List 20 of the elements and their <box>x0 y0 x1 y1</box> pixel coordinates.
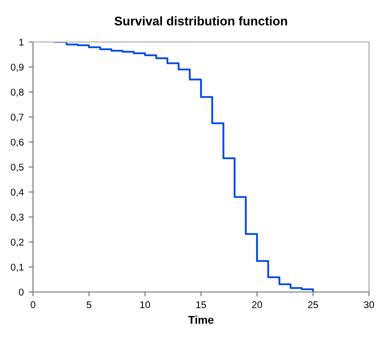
chart-title: Survival distribution function <box>114 16 288 26</box>
x-tick-label: 25 <box>308 301 318 308</box>
y-tick-label: 0 <box>18 288 24 296</box>
y-tick-label: 0,6 <box>10 138 24 147</box>
x-tick-label: 30 <box>364 301 374 308</box>
x-tick-label: 20 <box>252 301 262 308</box>
y-tick-label: 0,3 <box>10 214 24 222</box>
y-tick-label: 0,9 <box>10 64 24 72</box>
y-tick-label: 0,7 <box>10 114 24 122</box>
x-axis-title: Time <box>188 316 214 324</box>
x-tick-label: 5 <box>86 301 92 308</box>
y-tick-label: 0,8 <box>10 88 24 97</box>
x-tick-label: 0 <box>30 301 36 308</box>
y-tick-label: 0,2 <box>10 238 24 247</box>
y-tick-label: 0,4 <box>10 188 24 197</box>
y-tick-label: 0,1 <box>10 264 24 272</box>
x-tick-label: 10 <box>140 301 150 308</box>
x-tick-label: 15 <box>196 301 206 308</box>
y-tick-label: 1 <box>19 38 24 46</box>
y-tick-label: 0,5 <box>10 164 24 172</box>
